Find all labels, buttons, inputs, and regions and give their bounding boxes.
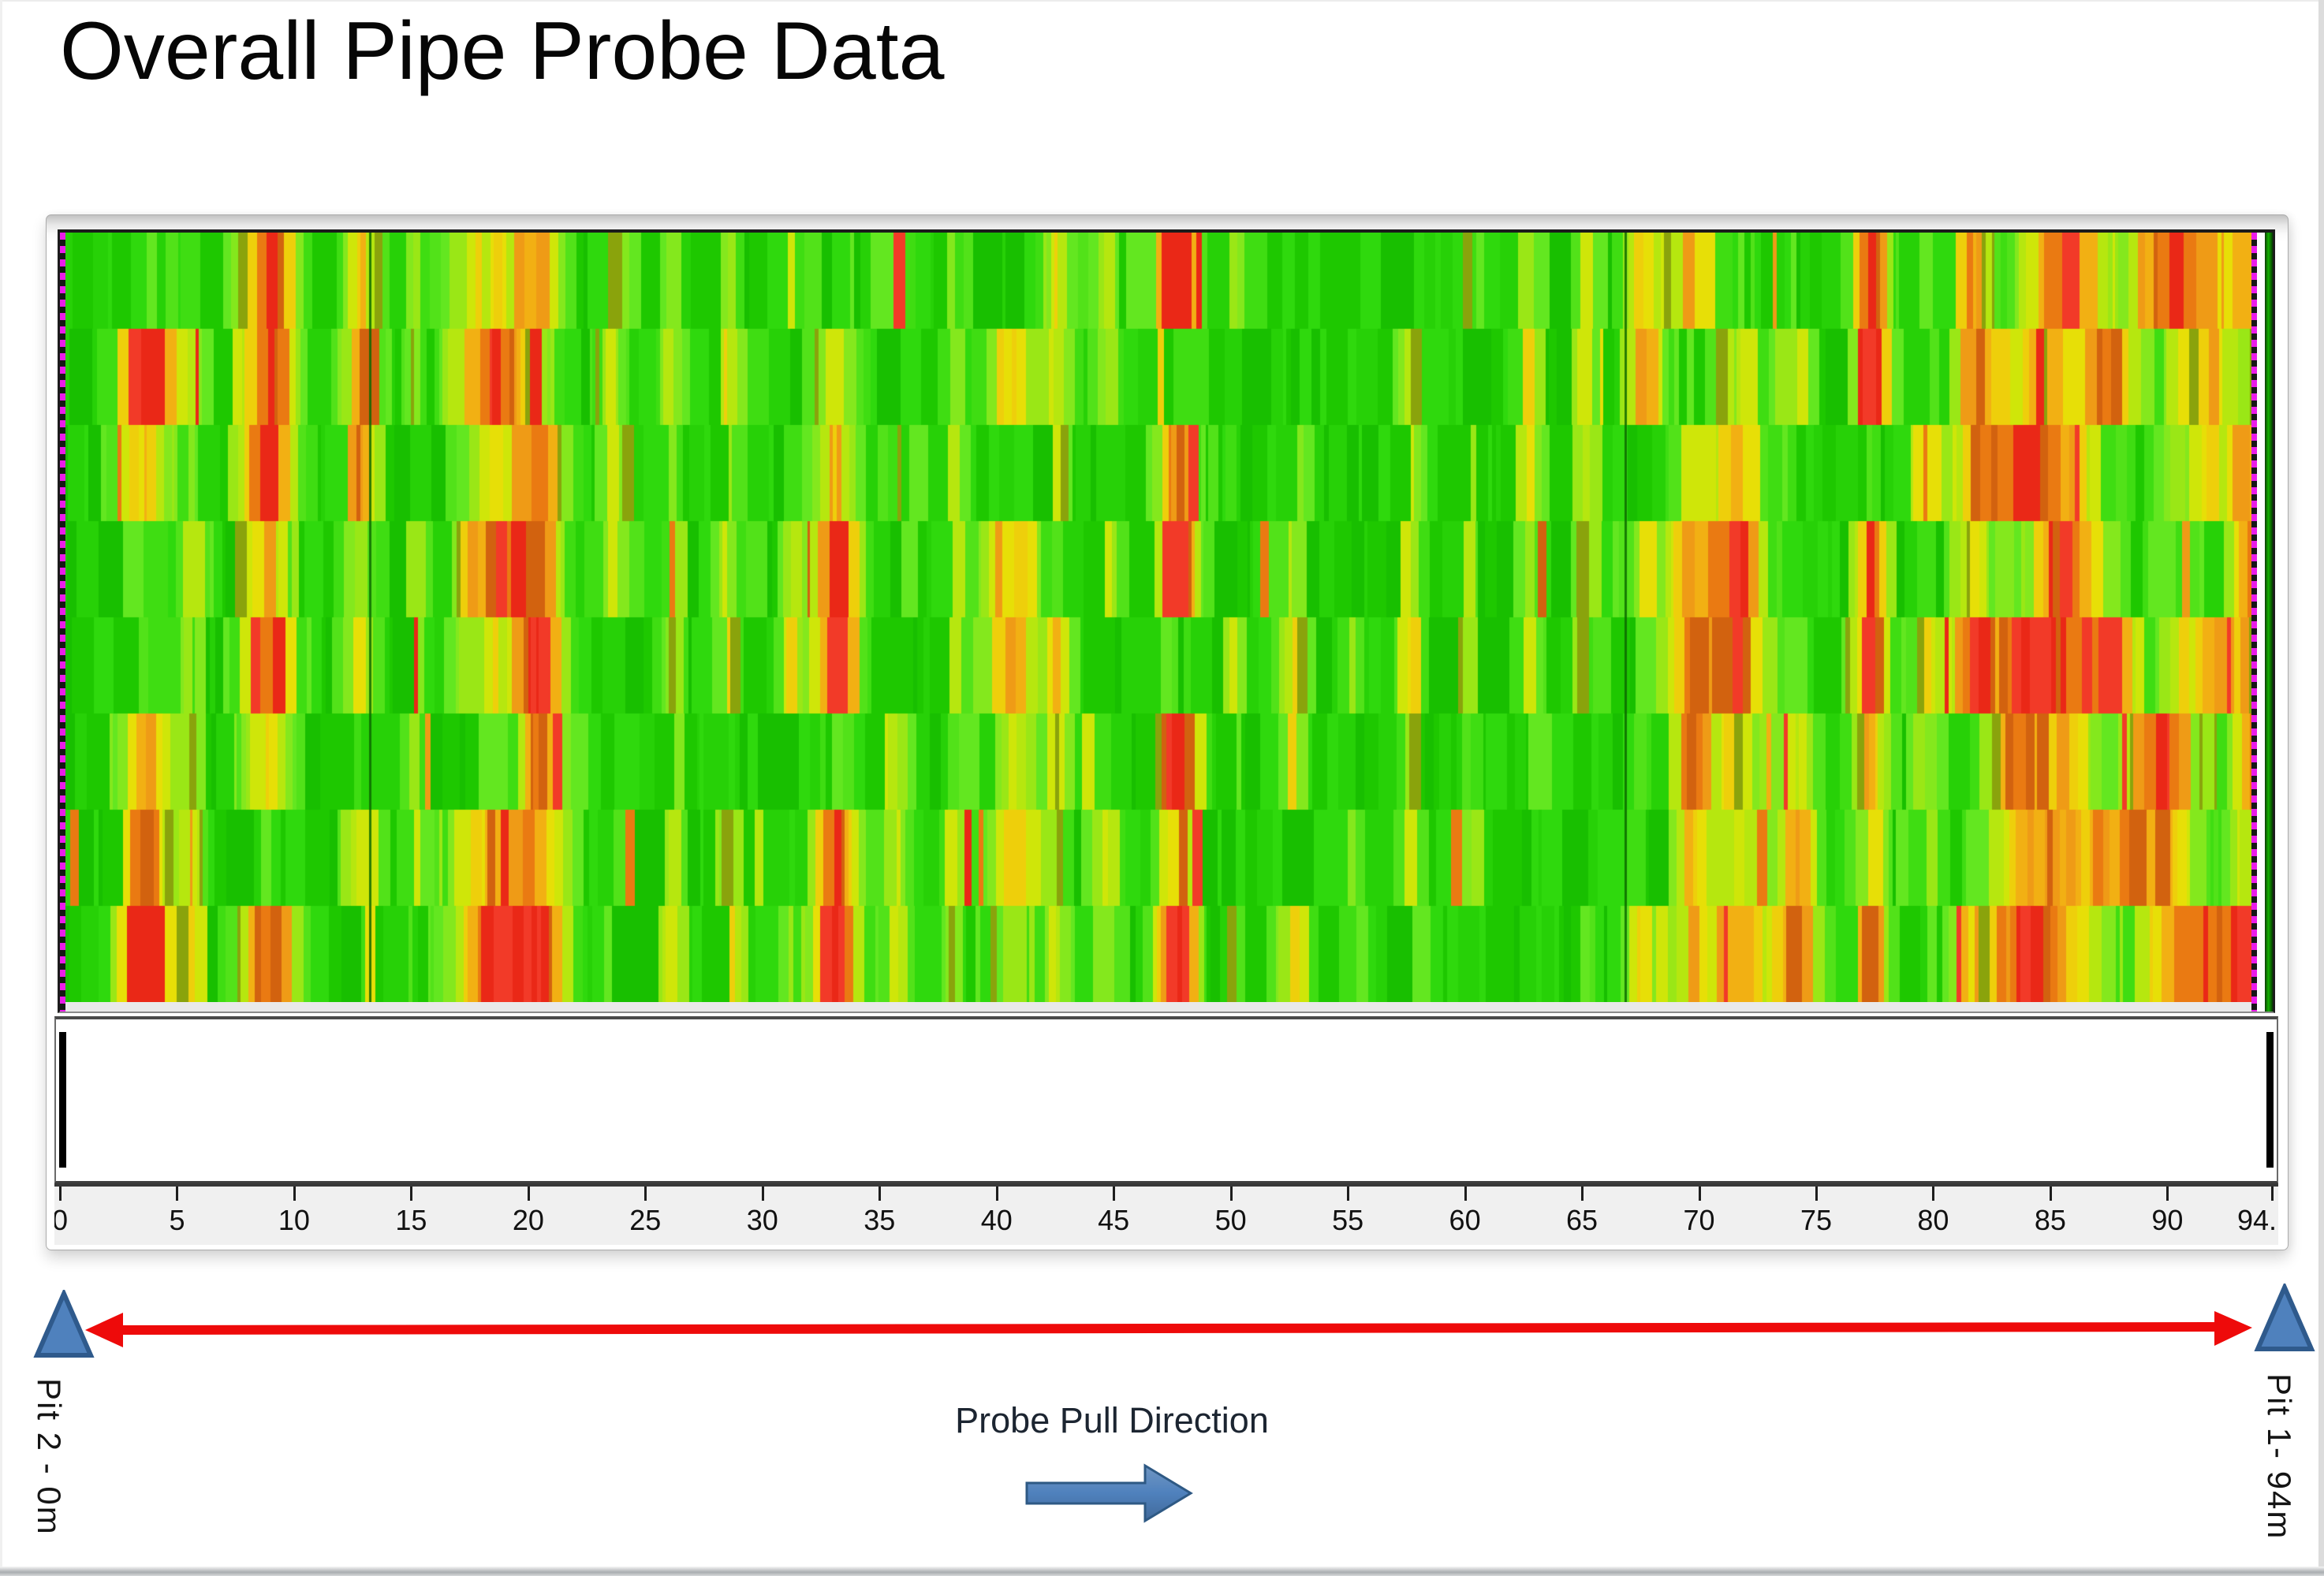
probe-pull-direction-label: Probe Pull Direction xyxy=(955,1400,1269,1440)
distance-axis: 94. 0 5 10 15 20 25 30 35 40 45 50 55 60 65 70 75 80 85 90 xyxy=(54,1183,2278,1245)
end-edge-gap xyxy=(2257,233,2265,1012)
window-edge-bottom xyxy=(0,1567,2324,1576)
axis-tick xyxy=(1932,1187,1935,1201)
window-edge-top xyxy=(0,0,2324,2)
pit-1-marker-icon xyxy=(2254,1284,2315,1351)
heatmap-canvas[interactable] xyxy=(60,233,2273,1002)
end-edge-marker xyxy=(2251,233,2257,1012)
pit-1-label: Pit 1- 94m xyxy=(2261,1373,2298,1541)
pit-2-label: Pit 2 - 0m xyxy=(31,1378,68,1536)
axis-tick xyxy=(1698,1187,1701,1201)
axis-tick-label: 35 xyxy=(864,1204,896,1236)
axis-tick xyxy=(410,1187,413,1201)
axis-tick-label: 30 xyxy=(746,1204,778,1236)
heatmap-frame xyxy=(58,229,2275,1013)
axis-tick-label: 40 xyxy=(980,1204,1013,1236)
axis-tick-label: 60 xyxy=(1449,1204,1481,1236)
range-handle-right[interactable] xyxy=(2266,1032,2274,1168)
axis-tick-label: 70 xyxy=(1683,1204,1715,1236)
axis-tick-label: 25 xyxy=(629,1204,662,1236)
axis-tick-label: 65 xyxy=(1566,1204,1598,1236)
axis-end-label: 94. xyxy=(2236,1204,2277,1236)
axis-tick xyxy=(1581,1187,1584,1201)
axis-tick xyxy=(2049,1187,2052,1201)
range-handle-left[interactable] xyxy=(59,1032,66,1168)
probe-data-panel: 94. 0 5 10 15 20 25 30 35 40 45 50 55 60 65 70 75 80 85 90 xyxy=(46,214,2289,1250)
axis-tick-label: 10 xyxy=(278,1204,310,1236)
axis-tick-label: 45 xyxy=(1098,1204,1130,1236)
axis-tick xyxy=(995,1187,998,1201)
axis-tick-label: 55 xyxy=(1332,1204,1364,1236)
start-edge-marker xyxy=(60,233,65,1012)
axis-tick xyxy=(644,1187,647,1201)
axis-tick xyxy=(2166,1187,2169,1201)
axis-tick xyxy=(293,1187,296,1201)
axis-tick xyxy=(2271,1187,2274,1201)
window-edge-left xyxy=(0,0,2,1576)
axis-tick-label: 20 xyxy=(512,1204,544,1236)
pipe-span-arrow-icon xyxy=(85,1311,2252,1347)
window-edge-right xyxy=(2318,0,2324,1576)
axis-tick-label: 80 xyxy=(1917,1204,1949,1236)
axis-tick xyxy=(1113,1187,1116,1201)
axis-tick-label: 50 xyxy=(1214,1204,1247,1236)
axis-tick-label: 15 xyxy=(395,1204,427,1236)
axis-tick xyxy=(176,1187,179,1201)
axis-tick xyxy=(527,1187,530,1201)
axis-tick-label: 75 xyxy=(1800,1204,1832,1236)
axis-tick-label: 85 xyxy=(2034,1204,2066,1236)
range-selector-track[interactable] xyxy=(54,1016,2278,1183)
page-title: Overall Pipe Probe Data xyxy=(60,6,945,97)
axis-tick-label: 0 xyxy=(54,1204,95,1237)
axis-tick xyxy=(761,1187,764,1201)
axis-tick-label: 90 xyxy=(2151,1204,2184,1236)
pit-2-marker-icon xyxy=(33,1290,95,1358)
axis-tick xyxy=(59,1187,62,1201)
axis-tick xyxy=(1815,1187,1818,1201)
axis-tick xyxy=(1464,1187,1467,1201)
axis-tick-label: 5 xyxy=(169,1204,185,1236)
axis-tick xyxy=(1347,1187,1350,1201)
probe-pull-direction-arrow-icon xyxy=(1025,1463,1193,1523)
end-edge-green-column xyxy=(2265,233,2273,1012)
axis-tick xyxy=(878,1187,882,1201)
axis-tick xyxy=(1229,1187,1233,1201)
